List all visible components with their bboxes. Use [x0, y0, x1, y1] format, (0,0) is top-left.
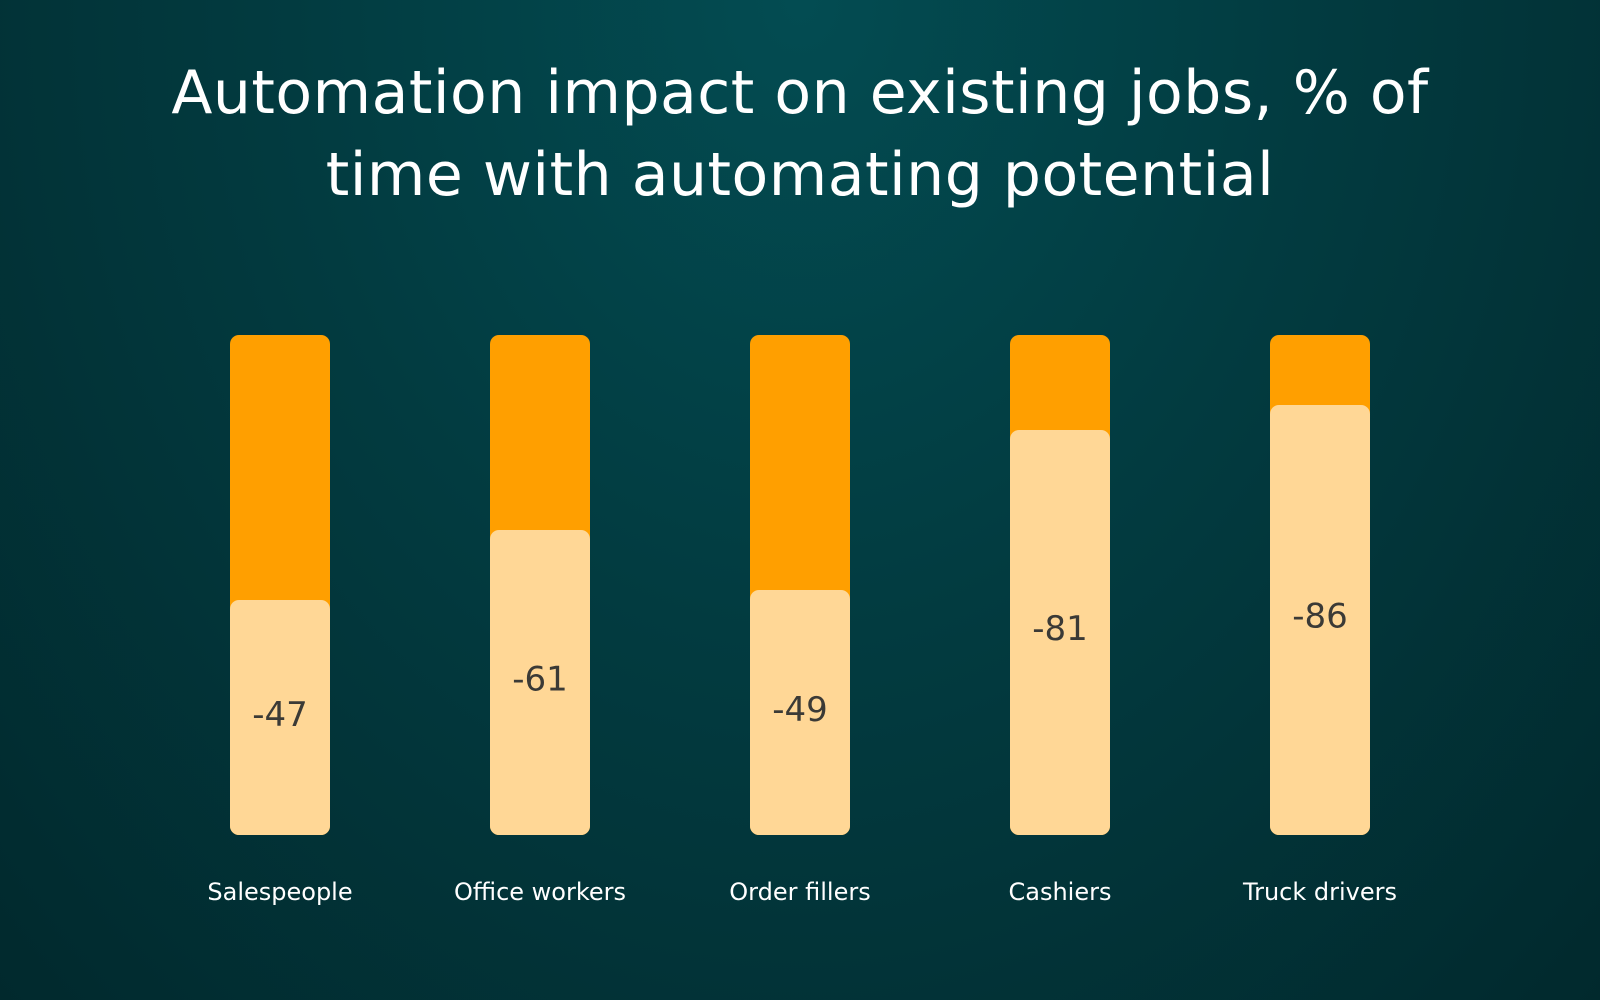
category-label: Cashiers	[1009, 878, 1112, 906]
bar-value-label: -49	[772, 690, 828, 730]
bar-group: -86 Truck drivers	[1242, 335, 1397, 906]
bar-group: -61 Office workers	[454, 335, 626, 906]
bar-value-label: -61	[512, 659, 568, 699]
chart-title: Automation impact on existing jobs, % of…	[171, 58, 1429, 210]
bar-automated	[1010, 430, 1110, 835]
category-label: Truck drivers	[1242, 878, 1397, 906]
bar-automated	[750, 590, 850, 835]
bar-value-label: -81	[1032, 609, 1088, 649]
bar-group: -49 Order fillers	[729, 335, 871, 906]
bar-group: -47 Salespeople	[207, 335, 353, 906]
bar-value-label: -47	[252, 695, 308, 735]
bar-automated	[1270, 405, 1370, 835]
bar-value-label: -86	[1292, 596, 1348, 636]
category-label: Order fillers	[729, 878, 870, 906]
category-label: Office workers	[454, 878, 626, 906]
bar-group: -81 Cashiers	[1009, 335, 1112, 906]
bar-automated	[490, 530, 590, 835]
category-label: Salespeople	[207, 878, 352, 906]
bar-automated	[230, 600, 330, 835]
